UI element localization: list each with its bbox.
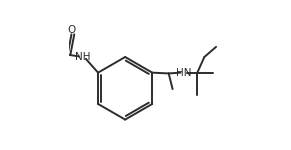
Text: HN: HN — [176, 68, 191, 78]
Text: O: O — [67, 25, 76, 35]
Text: NH: NH — [75, 52, 90, 62]
